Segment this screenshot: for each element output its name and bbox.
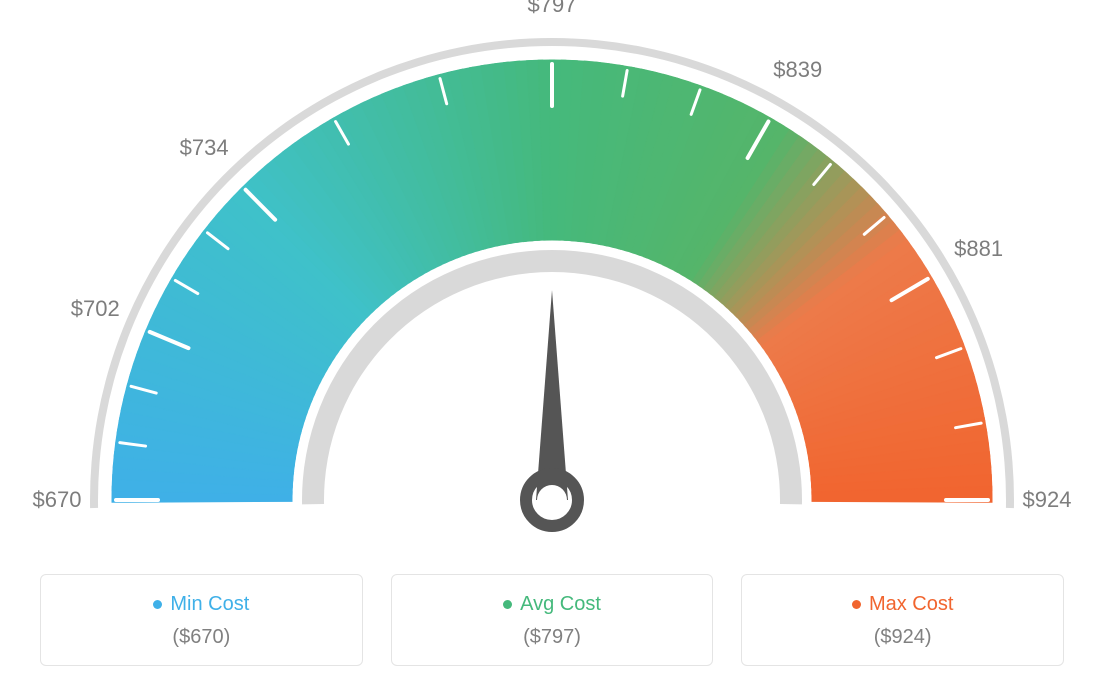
tick-label: $839 xyxy=(773,57,822,83)
legend-row: Min Cost ($670) Avg Cost ($797) Max Cost… xyxy=(40,574,1064,666)
legend-value-avg: ($797) xyxy=(402,626,703,649)
legend-card-max: Max Cost ($924) xyxy=(741,574,1064,666)
tick-label: $734 xyxy=(180,135,229,161)
legend-title-min: Min Cost xyxy=(153,593,249,616)
chart-wrapper: $670 $702 $734 $797 $839 $881 $924 Min Cost ($… xyxy=(0,0,1104,690)
legend-title-avg-text: Avg Cost xyxy=(520,593,601,616)
legend-value-max: ($924) xyxy=(752,626,1053,649)
legend-title-min-text: Min Cost xyxy=(170,593,249,616)
gauge-svg xyxy=(0,0,1104,560)
legend-card-avg: Avg Cost ($797) xyxy=(391,574,714,666)
tick-label: $924 xyxy=(1023,487,1072,513)
dot-min xyxy=(153,600,162,609)
dot-max xyxy=(852,600,861,609)
legend-card-min: Min Cost ($670) xyxy=(40,574,363,666)
tick-label: $670 xyxy=(33,487,82,513)
legend-value-min: ($670) xyxy=(51,626,352,649)
tick-label: $881 xyxy=(954,236,1003,262)
legend-title-avg: Avg Cost xyxy=(503,593,601,616)
tick-label: $702 xyxy=(71,296,120,322)
legend-title-max: Max Cost xyxy=(852,593,953,616)
gauge-area: $670 $702 $734 $797 $839 $881 $924 xyxy=(0,0,1104,560)
dot-avg xyxy=(503,600,512,609)
tick-label: $797 xyxy=(528,0,577,18)
legend-title-max-text: Max Cost xyxy=(869,593,953,616)
needle-hub-inner xyxy=(537,485,567,515)
